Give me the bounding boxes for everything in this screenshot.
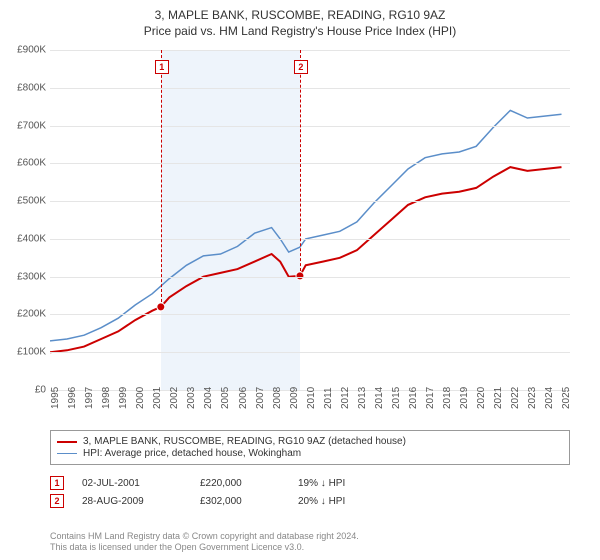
y-axis-label: £200K (2, 309, 46, 320)
transaction-price: £220,000 (200, 478, 280, 489)
footer-line1: Contains HM Land Registry data © Crown c… (50, 531, 570, 543)
x-axis-label: 2007 (255, 379, 266, 409)
legend-row: 3, MAPLE BANK, RUSCOMBE, READING, RG10 9… (57, 436, 563, 447)
x-axis-label: 2005 (220, 379, 231, 409)
x-axis-label: 2012 (340, 379, 351, 409)
x-axis-label: 2025 (561, 379, 572, 409)
x-axis-label: 2019 (459, 379, 470, 409)
gridline (50, 201, 570, 202)
x-axis-label: 2015 (391, 379, 402, 409)
marker-guide (161, 50, 162, 307)
x-axis-label: 2003 (186, 379, 197, 409)
x-axis-label: 2000 (135, 379, 146, 409)
x-axis-label: 2020 (476, 379, 487, 409)
gridline (50, 126, 570, 127)
transaction-date: 28-AUG-2009 (82, 496, 182, 507)
transaction-table: 1 02-JUL-2001 £220,000 19% ↓ HPI 2 28-AU… (50, 472, 570, 512)
x-axis-label: 2002 (169, 379, 180, 409)
y-axis-label: £400K (2, 233, 46, 244)
y-axis-label: £900K (2, 45, 46, 56)
marker-badge: 1 (50, 476, 64, 490)
footer-line2: This data is licensed under the Open Gov… (50, 542, 570, 554)
x-axis-label: 2013 (357, 379, 368, 409)
marker-badge: 2 (294, 60, 308, 74)
transaction-diff: 20% ↓ HPI (298, 496, 388, 507)
x-axis-label: 1996 (67, 379, 78, 409)
footer: Contains HM Land Registry data © Crown c… (50, 531, 570, 554)
x-axis-label: 2001 (152, 379, 163, 409)
title-line1: 3, MAPLE BANK, RUSCOMBE, READING, RG10 9… (0, 8, 600, 22)
x-axis-label: 1998 (101, 379, 112, 409)
x-axis-label: 2008 (272, 379, 283, 409)
marker-badge: 1 (155, 60, 169, 74)
x-axis-label: 1999 (118, 379, 129, 409)
legend: 3, MAPLE BANK, RUSCOMBE, READING, RG10 9… (50, 430, 570, 465)
x-axis-label: 2004 (203, 379, 214, 409)
x-axis-label: 1997 (84, 379, 95, 409)
x-axis-label: 2021 (493, 379, 504, 409)
x-axis-label: 2010 (306, 379, 317, 409)
table-row: 1 02-JUL-2001 £220,000 19% ↓ HPI (50, 476, 570, 490)
transaction-date: 02-JUL-2001 (82, 478, 182, 489)
x-axis-label: 2022 (510, 379, 521, 409)
transaction-diff: 19% ↓ HPI (298, 478, 388, 489)
series-price_paid (50, 167, 562, 352)
chart-plot-area: £0£100K£200K£300K£400K£500K£600K£700K£80… (50, 50, 570, 390)
x-axis-label: 2014 (374, 379, 385, 409)
title-block: 3, MAPLE BANK, RUSCOMBE, READING, RG10 9… (0, 0, 600, 38)
gridline (50, 163, 570, 164)
x-axis-label: 2009 (289, 379, 300, 409)
gridline (50, 88, 570, 89)
gridline (50, 277, 570, 278)
gridline (50, 50, 570, 51)
x-axis-label: 2023 (527, 379, 538, 409)
y-axis-label: £800K (2, 82, 46, 93)
marker-guide (300, 50, 301, 276)
gridline (50, 314, 570, 315)
legend-label: HPI: Average price, detached house, Woki… (83, 448, 301, 459)
x-axis-label: 2024 (544, 379, 555, 409)
transaction-price: £302,000 (200, 496, 280, 507)
x-axis-label: 2016 (408, 379, 419, 409)
legend-row: HPI: Average price, detached house, Woki… (57, 448, 563, 459)
x-axis-label: 2011 (323, 379, 334, 409)
y-axis-label: £700K (2, 120, 46, 131)
y-axis-label: £100K (2, 347, 46, 358)
gridline (50, 239, 570, 240)
chart-container: 3, MAPLE BANK, RUSCOMBE, READING, RG10 9… (0, 0, 600, 560)
legend-swatch (57, 441, 77, 443)
x-axis-label: 2017 (425, 379, 436, 409)
y-axis-label: £0 (2, 385, 46, 396)
y-axis-label: £500K (2, 196, 46, 207)
legend-label: 3, MAPLE BANK, RUSCOMBE, READING, RG10 9… (83, 436, 406, 447)
series-hpi (50, 110, 562, 341)
y-axis-label: £600K (2, 158, 46, 169)
x-axis-label: 2006 (238, 379, 249, 409)
x-axis-label: 2018 (442, 379, 453, 409)
x-axis-label: 1995 (50, 379, 61, 409)
table-row: 2 28-AUG-2009 £302,000 20% ↓ HPI (50, 494, 570, 508)
title-line2: Price paid vs. HM Land Registry's House … (0, 24, 600, 38)
chart-svg (50, 50, 570, 390)
marker-badge: 2 (50, 494, 64, 508)
legend-swatch (57, 453, 77, 454)
gridline (50, 352, 570, 353)
y-axis-label: £300K (2, 271, 46, 282)
